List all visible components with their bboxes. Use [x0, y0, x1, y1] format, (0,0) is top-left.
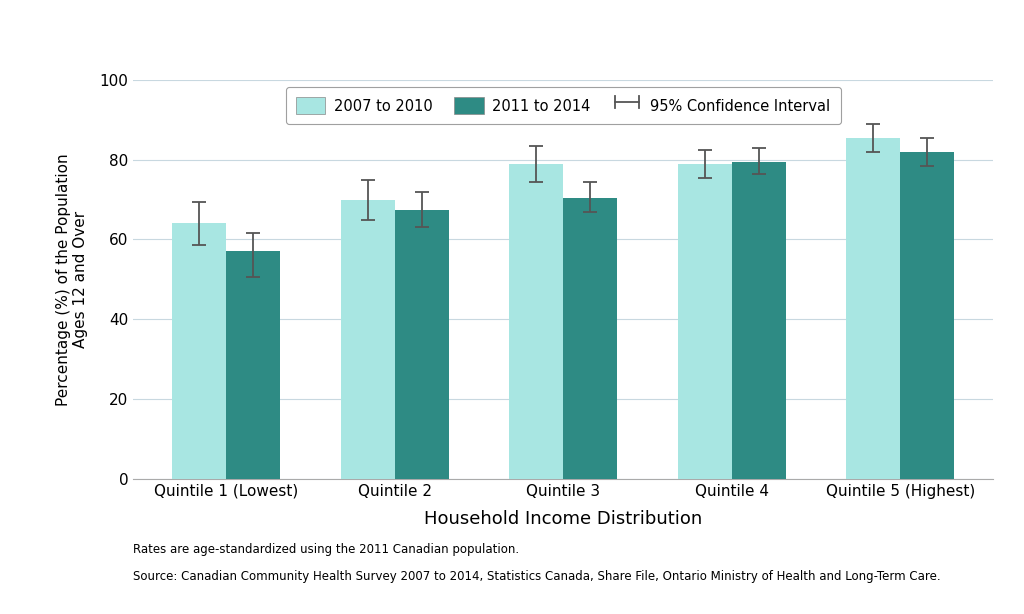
Text: Source: Canadian Community Health Survey 2007 to 2014, Statistics Canada, Share : Source: Canadian Community Health Survey… — [133, 570, 941, 583]
Bar — [900, 152, 954, 479]
Text: Rates are age-standardized using the 2011 Canadian population.: Rates are age-standardized using the 201… — [133, 543, 519, 556]
Bar — [172, 223, 226, 479]
X-axis label: Household Income Distribution: Household Income Distribution — [424, 510, 702, 528]
Bar — [394, 209, 449, 479]
Bar — [341, 200, 394, 479]
Bar — [563, 198, 617, 479]
Bar — [226, 252, 281, 479]
Bar — [509, 163, 563, 479]
Legend: 2007 to 2010, 2011 to 2014, 95% Confidence Interval: 2007 to 2010, 2011 to 2014, 95% Confiden… — [286, 87, 841, 125]
Bar — [732, 161, 785, 479]
Y-axis label: Percentage (%) of the Population
Ages 12 and Over: Percentage (%) of the Population Ages 12… — [56, 153, 88, 406]
Bar — [846, 138, 900, 479]
Bar — [678, 163, 732, 479]
